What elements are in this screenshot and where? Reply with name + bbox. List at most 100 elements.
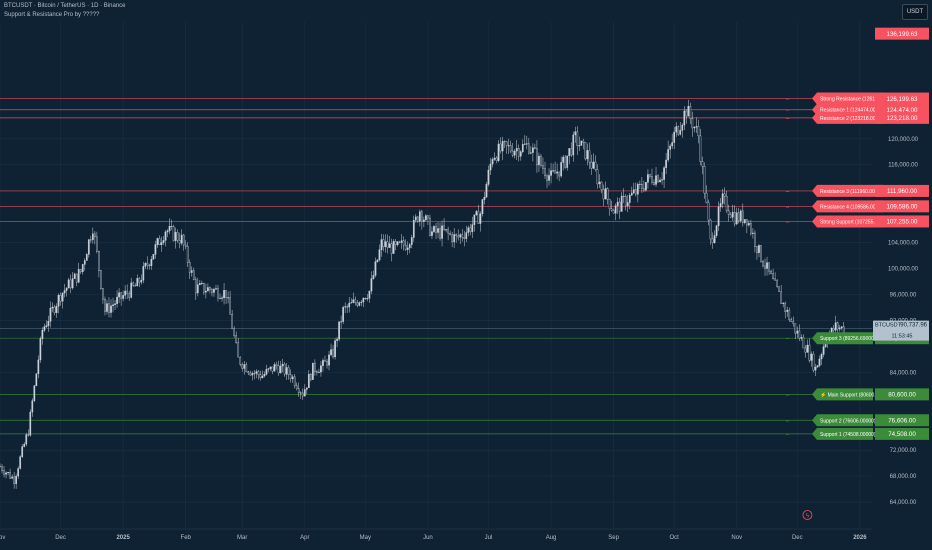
sr-tag-shape (812, 427, 873, 440)
candle-body (691, 118, 694, 129)
candle-body (168, 225, 171, 232)
candle-body (558, 171, 560, 177)
candle-body (441, 225, 443, 239)
candle-body (493, 157, 496, 160)
candle-body (178, 240, 181, 244)
candle-body (727, 210, 730, 215)
candle-body (203, 282, 205, 293)
candle-body (544, 168, 546, 177)
candle-body (798, 330, 801, 339)
candle-body (626, 202, 629, 207)
candle-body (752, 232, 754, 234)
candle-body (1, 466, 3, 471)
candle-body (307, 374, 310, 388)
candle-body (568, 148, 571, 157)
candle-body (822, 346, 825, 355)
candle-body (679, 130, 682, 135)
candle-body (281, 363, 284, 367)
candle-body (23, 443, 26, 447)
candle-body (372, 275, 375, 279)
candle-body (808, 344, 811, 361)
candle-body (134, 285, 137, 287)
candle-body (739, 210, 742, 221)
candle-body (584, 142, 587, 160)
candle-body (532, 147, 534, 153)
candle-body (416, 216, 419, 222)
candle-body (459, 234, 462, 238)
candle-body (624, 196, 627, 207)
candle-body (586, 150, 589, 160)
candle-body (239, 356, 242, 365)
candle-body (671, 142, 674, 147)
candle-body (596, 169, 599, 185)
candle-body (61, 292, 64, 302)
sr-tag-dots: ▪▪▪ (786, 205, 789, 209)
candle-body (463, 237, 466, 239)
candle-body (667, 149, 669, 161)
sr-tag-dots: ▪▪▪ (786, 393, 789, 397)
sr-tag-shape (812, 388, 873, 401)
candle-body (366, 298, 369, 300)
candle-body (766, 262, 768, 269)
candle-body (142, 266, 145, 281)
candle-body (213, 289, 215, 293)
candle-body (39, 338, 42, 361)
candle-body (513, 150, 516, 156)
candle-body (647, 174, 649, 183)
candle-body (285, 367, 288, 375)
candle-body (628, 194, 631, 203)
candle-body (528, 143, 530, 154)
currency-button[interactable]: USDT (902, 4, 928, 20)
candle-body (396, 241, 399, 246)
candle-body (443, 225, 445, 230)
candle-body (834, 322, 837, 331)
candle-body (384, 241, 387, 247)
sr-tag-resistance: Resistance 4 (109586.00000) ▪▪▪ (786, 200, 886, 213)
candle-body (768, 262, 770, 272)
candle-body (41, 329, 44, 339)
candle-body (33, 385, 36, 401)
candle-body (630, 192, 633, 196)
candle-body (606, 188, 609, 200)
candle-body (297, 388, 300, 394)
candle-body (840, 326, 843, 329)
sr-tag-label: Resistance 4 (109586.00000) (820, 204, 886, 210)
candle-body (265, 369, 268, 375)
candle-body (838, 327, 841, 330)
candle-body (457, 235, 460, 238)
axis-level-label-bg (875, 200, 929, 213)
candle-body (160, 242, 163, 246)
time-axis[interactable]: Nov Dec 2025 Feb Mar Apr May Jun Jul Aug Sep Oct Nov… (0, 528, 872, 541)
candle-body (261, 375, 264, 379)
candle-body (497, 143, 500, 161)
candle-body (148, 264, 151, 266)
price-axis[interactable]: 120,000.00 116,000.00 104,000.00 100,000.00… (873, 27, 929, 506)
candle-body (392, 240, 395, 254)
candle-body (536, 148, 538, 166)
candle-body (79, 269, 82, 273)
axis-top-level-bg (875, 27, 929, 40)
x-tick-label: Apr (300, 535, 309, 541)
sr-tag-dots: ▪▪▪ (786, 220, 789, 224)
x-tick-label: 2026 (853, 535, 867, 541)
candle-body (410, 237, 413, 245)
candle-body (55, 306, 58, 313)
sr-tag-label: Support 1 (74508.00000) (820, 432, 876, 438)
candle-body (354, 299, 357, 303)
candle-body (439, 228, 441, 239)
axis-level-label: 107,255.00 (887, 219, 919, 226)
candle-body (136, 278, 139, 287)
candle-body (758, 245, 760, 253)
candle-body (632, 189, 635, 194)
candle-body (251, 373, 254, 376)
y-tick-label: 84,000.00 (890, 370, 917, 376)
sr-tag-resistance: Strong Resistance (126199.63000) ▪▪▪ (786, 92, 898, 105)
candle-body (305, 387, 308, 390)
candle-body (130, 282, 133, 298)
candle-body (29, 411, 32, 436)
candle-body (435, 226, 437, 233)
candle-body (194, 279, 197, 294)
sr-tag-label: Resistance 2 (123218.00000) (820, 116, 886, 122)
